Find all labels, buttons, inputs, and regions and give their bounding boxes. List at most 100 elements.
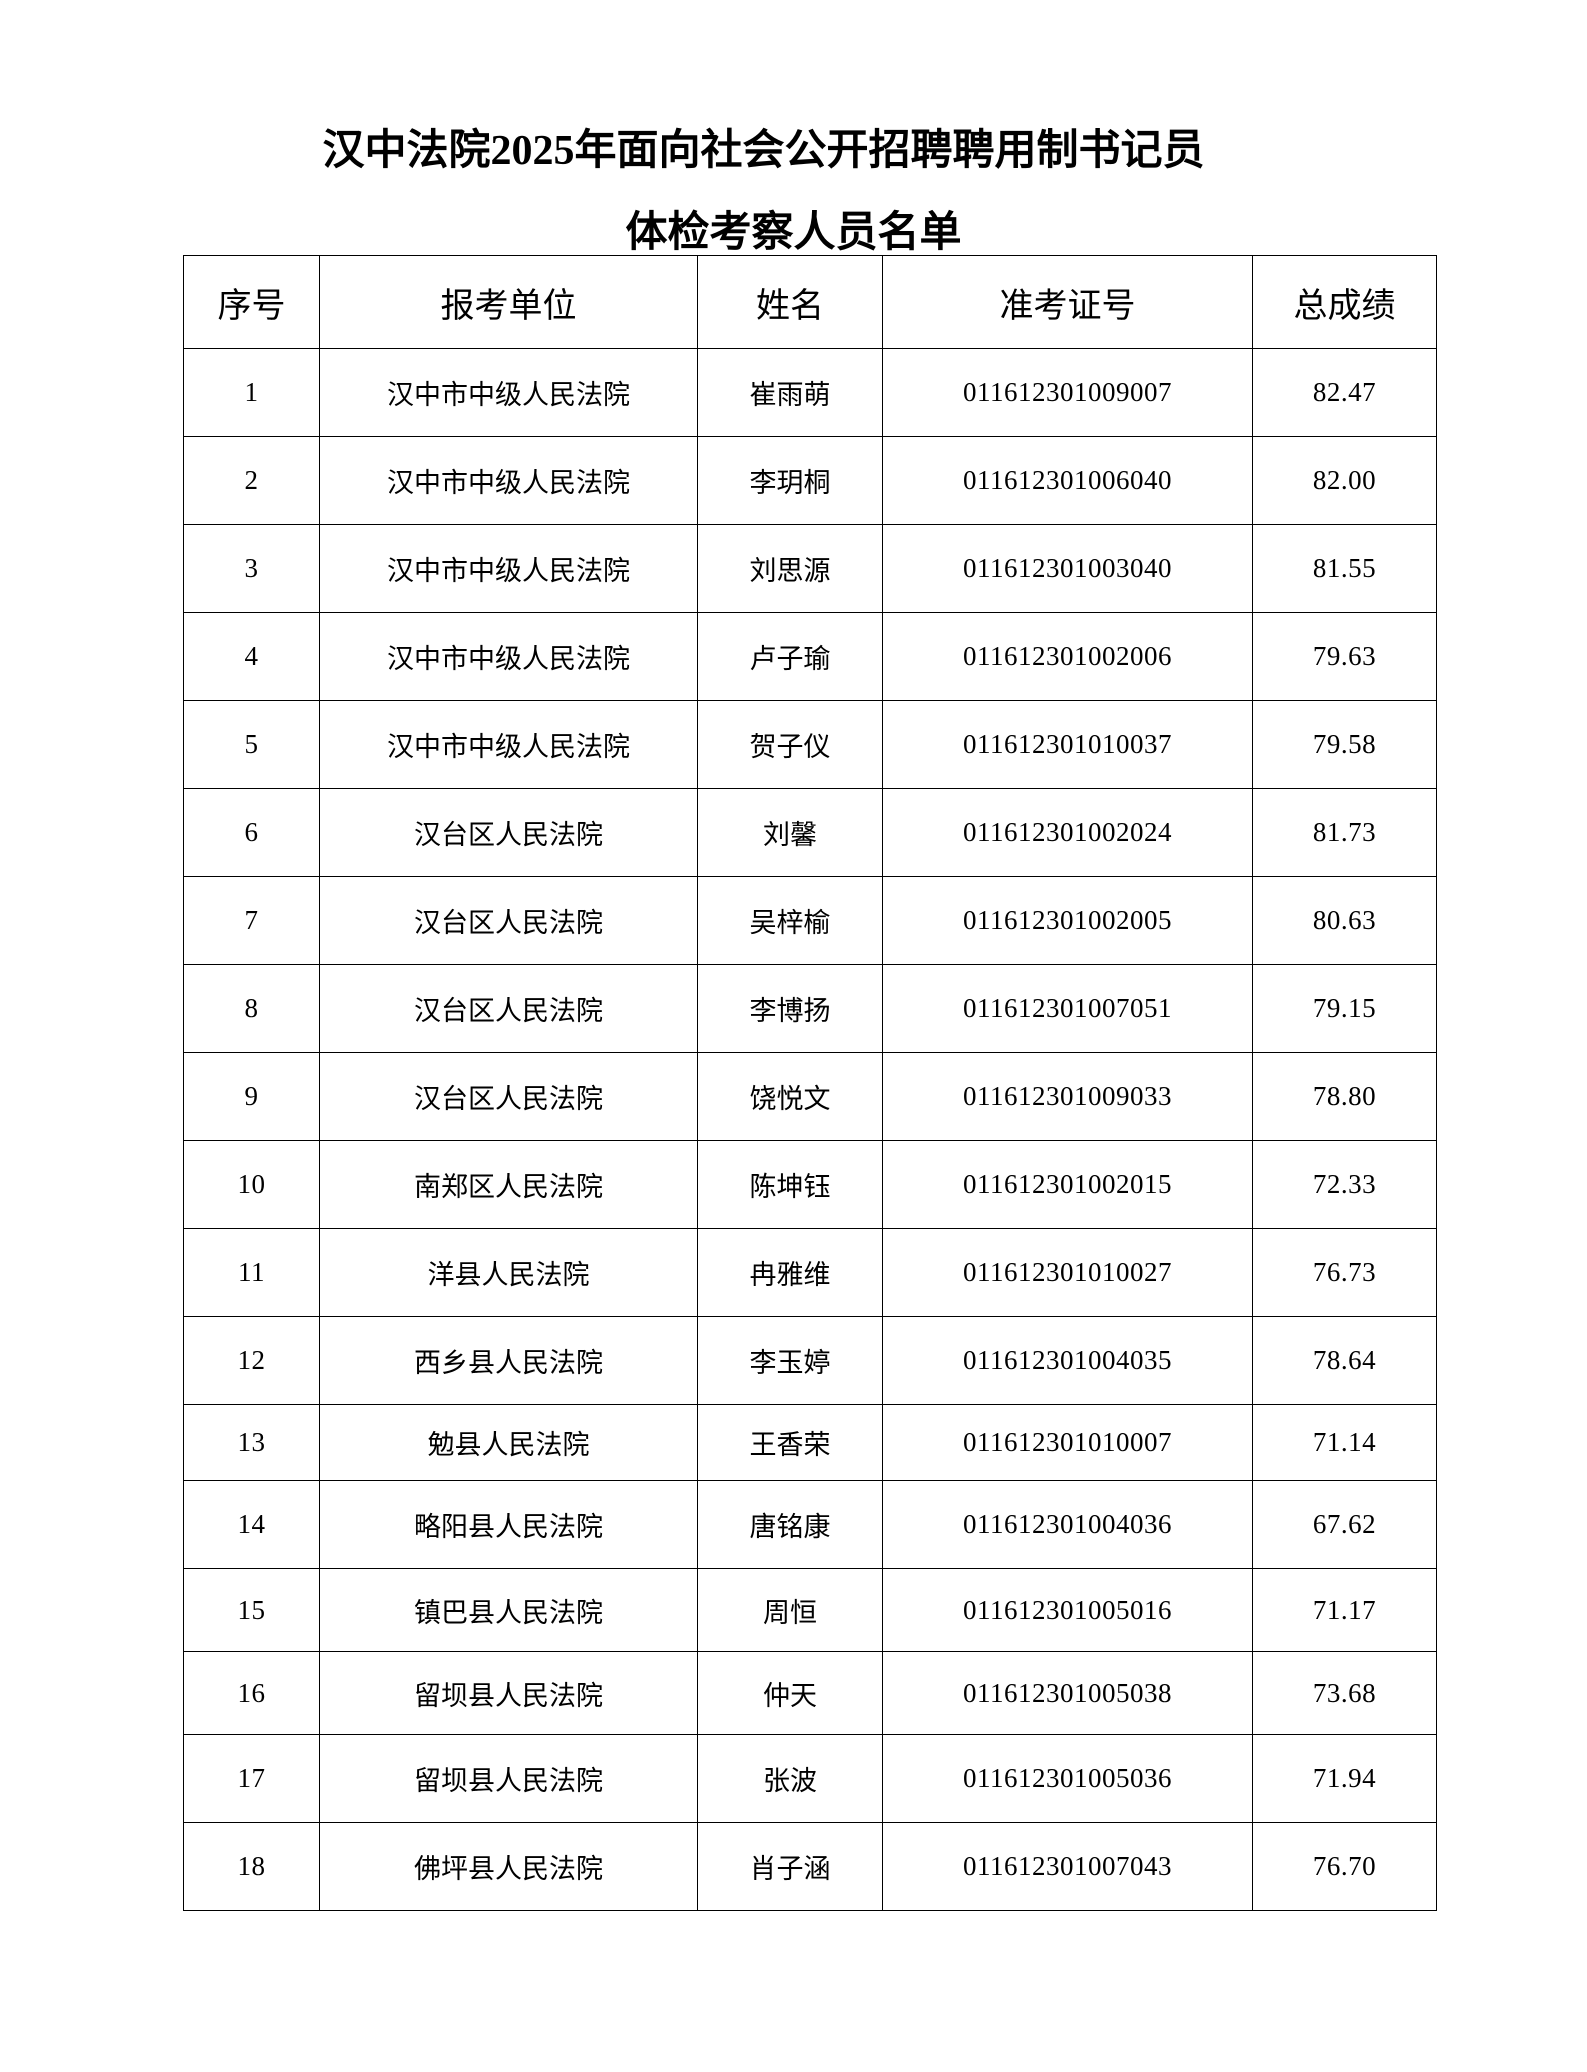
cell-unit: 汉中市中级人民法院 [319, 348, 698, 437]
table-row: 11 洋县人民法院 冉雅维 011612301010027 76.73 [183, 1228, 1437, 1317]
cell-score: 73.68 [1252, 1651, 1437, 1735]
cell-exam-id: 011612301002024 [882, 788, 1253, 877]
cell-score: 80.63 [1252, 876, 1437, 965]
cell-unit: 汉台区人民法院 [319, 876, 698, 965]
table-row: 6 汉台区人民法院 刘馨 011612301002024 81.73 [183, 788, 1437, 877]
cell-unit: 汉台区人民法院 [319, 964, 698, 1053]
table-row: 5 汉中市中级人民法院 贺子仪 011612301010037 79.58 [183, 700, 1437, 789]
cell-score: 71.94 [1252, 1734, 1437, 1823]
cell-name: 王香荣 [697, 1404, 883, 1481]
cell-name: 吴梓榆 [697, 876, 883, 965]
table-row: 18 佛坪县人民法院 肖子涵 011612301007043 76.70 [183, 1822, 1437, 1911]
cell-index: 6 [183, 788, 320, 877]
cell-unit: 洋县人民法院 [319, 1228, 698, 1317]
table-row: 8 汉台区人民法院 李博扬 011612301007051 79.15 [183, 964, 1437, 1053]
cell-exam-id: 011612301002006 [882, 612, 1253, 701]
cell-score: 79.58 [1252, 700, 1437, 789]
cell-exam-id: 011612301009007 [882, 348, 1253, 437]
cell-index: 8 [183, 964, 320, 1053]
cell-score: 78.80 [1252, 1052, 1437, 1141]
cell-index: 15 [183, 1568, 320, 1652]
cell-score: 71.17 [1252, 1568, 1437, 1652]
table-row: 14 略阳县人民法院 唐铭康 011612301004036 67.62 [183, 1480, 1437, 1569]
cell-name: 崔雨萌 [697, 348, 883, 437]
cell-unit: 镇巴县人民法院 [319, 1568, 698, 1652]
document-title: 汉中法院2025年面向社会公开招聘聘用制书记员 [322, 128, 1205, 174]
table-row: 16 留坝县人民法院 仲天 011612301005038 73.68 [183, 1651, 1437, 1735]
cell-score: 76.70 [1252, 1822, 1437, 1911]
cell-name: 李玥桐 [697, 436, 883, 525]
cell-unit: 西乡县人民法院 [319, 1316, 698, 1405]
cell-index: 17 [183, 1734, 320, 1823]
table-row: 15 镇巴县人民法院 周恒 011612301005016 71.17 [183, 1568, 1437, 1652]
header-score: 总成绩 [1252, 255, 1437, 349]
cell-name: 李玉婷 [697, 1316, 883, 1405]
cell-index: 14 [183, 1480, 320, 1569]
header-exam-id: 准考证号 [882, 255, 1253, 349]
table-row: 1 汉中市中级人民法院 崔雨萌 011612301009007 82.47 [183, 348, 1437, 437]
cell-unit: 略阳县人民法院 [319, 1480, 698, 1569]
cell-unit: 汉台区人民法院 [319, 1052, 698, 1141]
table-row: 10 南郑区人民法院 陈坤钰 011612301002015 72.33 [183, 1140, 1437, 1229]
cell-name: 肖子涵 [697, 1822, 883, 1911]
cell-name: 刘思源 [697, 524, 883, 613]
table-row: 17 留坝县人民法院 张波 011612301005036 71.94 [183, 1734, 1437, 1823]
cell-unit: 汉台区人民法院 [319, 788, 698, 877]
cell-unit: 南郑区人民法院 [319, 1140, 698, 1229]
cell-name: 张波 [697, 1734, 883, 1823]
cell-exam-id: 011612301010007 [882, 1404, 1253, 1481]
cell-index: 18 [183, 1822, 320, 1911]
cell-unit: 汉中市中级人民法院 [319, 524, 698, 613]
cell-index: 7 [183, 876, 320, 965]
cell-unit: 佛坪县人民法院 [319, 1822, 698, 1911]
cell-exam-id: 011612301002005 [882, 876, 1253, 965]
document-subtitle: 体检考察人员名单 [625, 210, 962, 256]
table-row: 7 汉台区人民法院 吴梓榆 011612301002005 80.63 [183, 876, 1437, 965]
cell-index: 5 [183, 700, 320, 789]
cell-exam-id: 011612301003040 [882, 524, 1253, 613]
header-unit: 报考单位 [319, 255, 698, 349]
cell-score: 76.73 [1252, 1228, 1437, 1317]
table-row: 2 汉中市中级人民法院 李玥桐 011612301006040 82.00 [183, 436, 1437, 525]
cell-index: 12 [183, 1316, 320, 1405]
cell-index: 1 [183, 348, 320, 437]
cell-name: 周恒 [697, 1568, 883, 1652]
table-header-row: 序号 报考单位 姓名 准考证号 总成绩 [183, 255, 1437, 349]
cell-exam-id: 011612301005036 [882, 1734, 1253, 1823]
cell-exam-id: 011612301009033 [882, 1052, 1253, 1141]
cell-exam-id: 011612301004035 [882, 1316, 1253, 1405]
cell-index: 11 [183, 1228, 320, 1317]
cell-unit: 勉县人民法院 [319, 1404, 698, 1481]
cell-name: 唐铭康 [697, 1480, 883, 1569]
cell-index: 9 [183, 1052, 320, 1141]
cell-exam-id: 011612301004036 [882, 1480, 1253, 1569]
cell-name: 仲天 [697, 1651, 883, 1735]
cell-index: 4 [183, 612, 320, 701]
cell-score: 81.73 [1252, 788, 1437, 877]
cell-score: 67.62 [1252, 1480, 1437, 1569]
cell-exam-id: 011612301010037 [882, 700, 1253, 789]
cell-name: 李博扬 [697, 964, 883, 1053]
cell-unit: 汉中市中级人民法院 [319, 700, 698, 789]
cell-exam-id: 011612301006040 [882, 436, 1253, 525]
table-row: 9 汉台区人民法院 饶悦文 011612301009033 78.80 [183, 1052, 1437, 1141]
candidate-table: 序号 报考单位 姓名 准考证号 总成绩 1 汉中市中级人民法院 崔雨萌 0116123… [183, 255, 1437, 1911]
cell-exam-id: 011612301007051 [882, 964, 1253, 1053]
cell-name: 陈坤钰 [697, 1140, 883, 1229]
cell-unit: 汉中市中级人民法院 [319, 436, 698, 525]
cell-index: 2 [183, 436, 320, 525]
cell-exam-id: 011612301005016 [882, 1568, 1253, 1652]
cell-score: 82.00 [1252, 436, 1437, 525]
cell-unit: 留坝县人民法院 [319, 1734, 698, 1823]
cell-index: 13 [183, 1404, 320, 1481]
cell-name: 卢子瑜 [697, 612, 883, 701]
cell-exam-id: 011612301002015 [882, 1140, 1253, 1229]
cell-score: 71.14 [1252, 1404, 1437, 1481]
cell-name: 饶悦文 [697, 1052, 883, 1141]
header-index: 序号 [183, 255, 320, 349]
table-row: 13 勉县人民法院 王香荣 011612301010007 71.14 [183, 1404, 1437, 1481]
cell-exam-id: 011612301005038 [882, 1651, 1253, 1735]
cell-name: 冉雅维 [697, 1228, 883, 1317]
table-row: 12 西乡县人民法院 李玉婷 011612301004035 78.64 [183, 1316, 1437, 1405]
cell-index: 3 [183, 524, 320, 613]
